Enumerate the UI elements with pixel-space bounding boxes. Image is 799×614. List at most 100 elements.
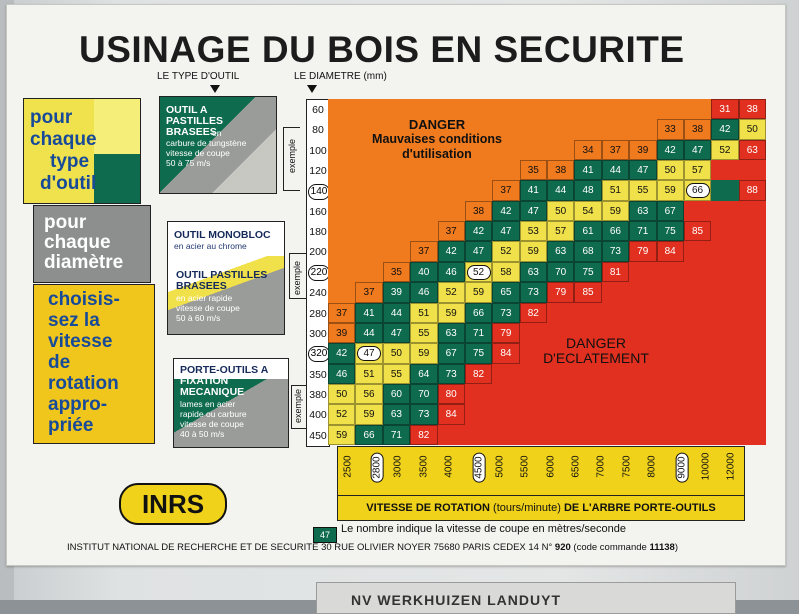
speed-tick-label: 2500 (342, 455, 354, 478)
speed-tick-label: 7500 (621, 455, 633, 478)
diameter-cell: 280 (309, 307, 327, 320)
grid-cell: 63 (738, 139, 766, 161)
danger-bottom-line: D'ECLATEMENT (543, 350, 649, 366)
tool-card-2-note2-2: vitesse de coupe (176, 303, 240, 313)
tool-type-arrow-icon (210, 85, 220, 93)
grid-cell: 47 (382, 322, 411, 344)
grid-cell: 66 (683, 180, 712, 201)
grid-cell: 59 (656, 180, 684, 201)
grid-cell: 42 (656, 139, 684, 161)
grid-cell (683, 302, 712, 323)
grid-cell (464, 160, 493, 181)
grid-cell: 67 (437, 343, 465, 364)
grid-cell (629, 322, 657, 344)
grid-cell (464, 404, 493, 425)
grid-cell: 48 (574, 180, 602, 201)
grid-cell: 59 (601, 200, 630, 222)
grid-cell: 79 (629, 241, 657, 262)
speed-grid: 31 38 33 38 42 50 34 37 39 42 47 52 63 35 38 41 44 47 50 57… (328, 99, 766, 445)
grid-cell (547, 99, 575, 120)
grid-cell: 41 (355, 302, 383, 323)
company-label-plate: NV WERKHUIZEN LANDUYT (316, 582, 736, 614)
grid-cell: 57 (547, 221, 575, 242)
grid-cell (382, 119, 411, 140)
grid-cell (382, 241, 411, 262)
grid-cell (437, 160, 465, 181)
instruction-diameter-text-2: chaque (44, 232, 111, 253)
grid-cell: 88 (738, 180, 766, 201)
grid-cell (382, 139, 411, 161)
grid-cell: 33 (656, 119, 684, 140)
grid-cell (355, 160, 383, 181)
grid-cell: 37 (355, 282, 383, 303)
instruction-speed-text-6: appro- (48, 394, 108, 415)
grid-cell: 85 (683, 221, 712, 242)
grid-cell: 75 (656, 221, 684, 242)
grid-cell: 71 (464, 322, 493, 344)
grid-cell (410, 119, 438, 140)
grid-cell: 59 (410, 343, 438, 364)
grid-cell (683, 99, 712, 120)
tool-card-monobloc-graphic (168, 256, 284, 334)
grid-cell (656, 302, 684, 323)
grid-cell (519, 119, 547, 140)
tool-card-mechanical-graphic (174, 379, 288, 447)
grid-cell: 42 (328, 343, 356, 364)
grid-cell (711, 302, 739, 323)
grid-cell (574, 119, 602, 140)
grid-cell (437, 424, 465, 445)
grid-cell (683, 404, 712, 425)
grid-cell (574, 404, 602, 425)
grid-cell: 54 (574, 200, 602, 222)
instruction-speed-text-5: rotation (48, 373, 119, 394)
grid-cell: 52 (328, 404, 356, 425)
grid-cell: 63 (437, 322, 465, 344)
grid-cell: 73 (601, 241, 630, 262)
diameter-cell: 120 (309, 165, 327, 178)
grid-cell (492, 383, 520, 405)
grid-cell: 47 (464, 241, 493, 262)
grid-cell (492, 99, 520, 120)
grid-cell (738, 221, 766, 242)
grid-cell (328, 119, 356, 140)
speed-tick-label: 7000 (596, 455, 608, 478)
grid-cell (437, 139, 465, 161)
grid-cell (464, 424, 493, 445)
grid-cell: 52 (711, 139, 739, 161)
grid-cell: 52 (492, 241, 520, 262)
grid-cell (683, 363, 712, 384)
grid-cell (355, 99, 383, 120)
grid-cell: 68 (574, 241, 602, 262)
safety-poster: USINAGE DU BOIS EN SECURITE LE TYPE D'OU… (6, 4, 786, 566)
grid-cell: 84 (656, 241, 684, 262)
grid-cell (711, 200, 739, 222)
grid-cell: 47 (683, 139, 712, 161)
grid-cell: 37 (601, 139, 630, 161)
grid-cell: 37 (437, 221, 465, 242)
grid-cell: 60 (382, 383, 411, 405)
grid-cell (711, 180, 739, 201)
grid-cell: 38 (738, 99, 766, 120)
danger-top-line-2: d'utilisation (402, 147, 472, 161)
grid-cell: 71 (629, 221, 657, 242)
grid-cell (629, 302, 657, 323)
grid-cell (738, 160, 766, 181)
example-label-2: exemple (292, 260, 302, 295)
grid-cell (601, 119, 630, 140)
legend-swatch: 47 (313, 527, 337, 543)
grid-cell (328, 160, 356, 181)
grid-cell (492, 119, 520, 140)
grid-cell: 73 (410, 404, 438, 425)
grid-cell: 42 (437, 241, 465, 262)
grid-cell: 50 (656, 160, 684, 181)
grid-cell (519, 404, 547, 425)
diameter-cell: 80 (312, 124, 324, 137)
grid-cell (656, 363, 684, 384)
grid-cell (410, 180, 438, 201)
grid-cell (547, 139, 575, 161)
grid-cell (601, 404, 630, 425)
grid-cell: 41 (574, 160, 602, 181)
grid-cell (574, 343, 602, 364)
grid-cell (711, 383, 739, 405)
grid-cell (355, 241, 383, 262)
